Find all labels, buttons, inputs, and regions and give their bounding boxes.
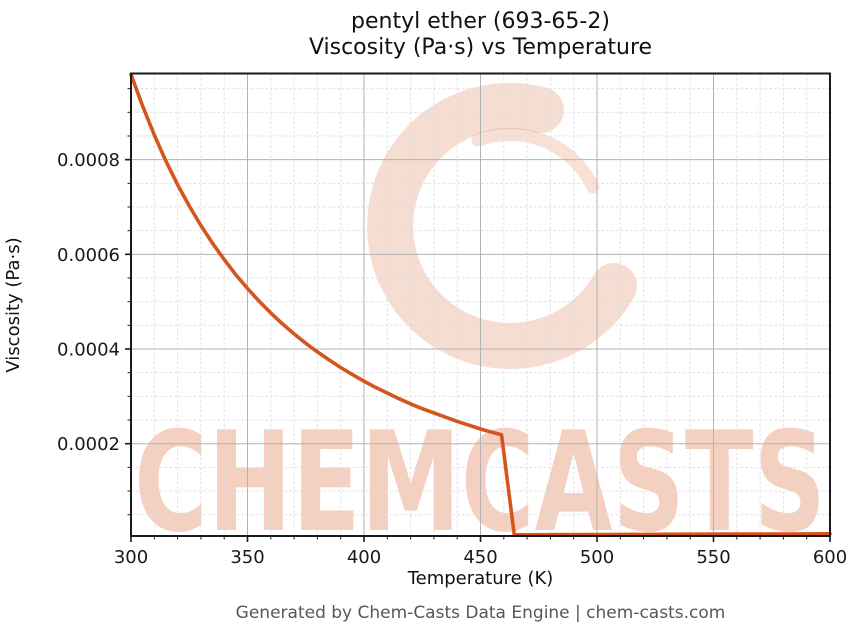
x-tick-label: 400 [347, 547, 381, 568]
viscosity-curve [129, 72, 832, 537]
grid [131, 73, 830, 536]
chart-title: pentyl ether (693-65-2) Viscosity (Pa·s)… [131, 9, 830, 61]
data-series-layer [129, 72, 832, 537]
x-axis-label: Temperature (K) [407, 568, 554, 589]
y-tick-label: 0.0008 [57, 150, 120, 171]
chemcasts-logo-watermark [367, 83, 637, 369]
logo-brush-ring [367, 83, 637, 369]
x-tick-label: 450 [463, 547, 497, 568]
y-tick-label: 0.0002 [57, 434, 120, 455]
y-tick-label: 0.0006 [57, 245, 120, 266]
chart-title-line1: pentyl ether (693-65-2) [351, 9, 610, 34]
footer-text: Generated by Chem-Casts Data Engine | ch… [235, 603, 726, 623]
y-tick-label: 0.0004 [57, 340, 120, 361]
chart-title-line2: Viscosity (Pa·s) vs Temperature [308, 35, 653, 60]
logo-inner-swirl [471, 127, 600, 194]
x-tick-label: 300 [114, 547, 148, 568]
x-tick-label: 350 [230, 547, 264, 568]
x-tick-label: 500 [580, 547, 614, 568]
x-tick-label: 550 [696, 547, 730, 568]
x-tick-label: 600 [813, 547, 847, 568]
axes: 300 350 400 450 500 550 600 0.0002 0.0004 0.0006 0… [57, 72, 847, 568]
y-axis-label: Viscosity (Pa·s) [3, 237, 24, 373]
